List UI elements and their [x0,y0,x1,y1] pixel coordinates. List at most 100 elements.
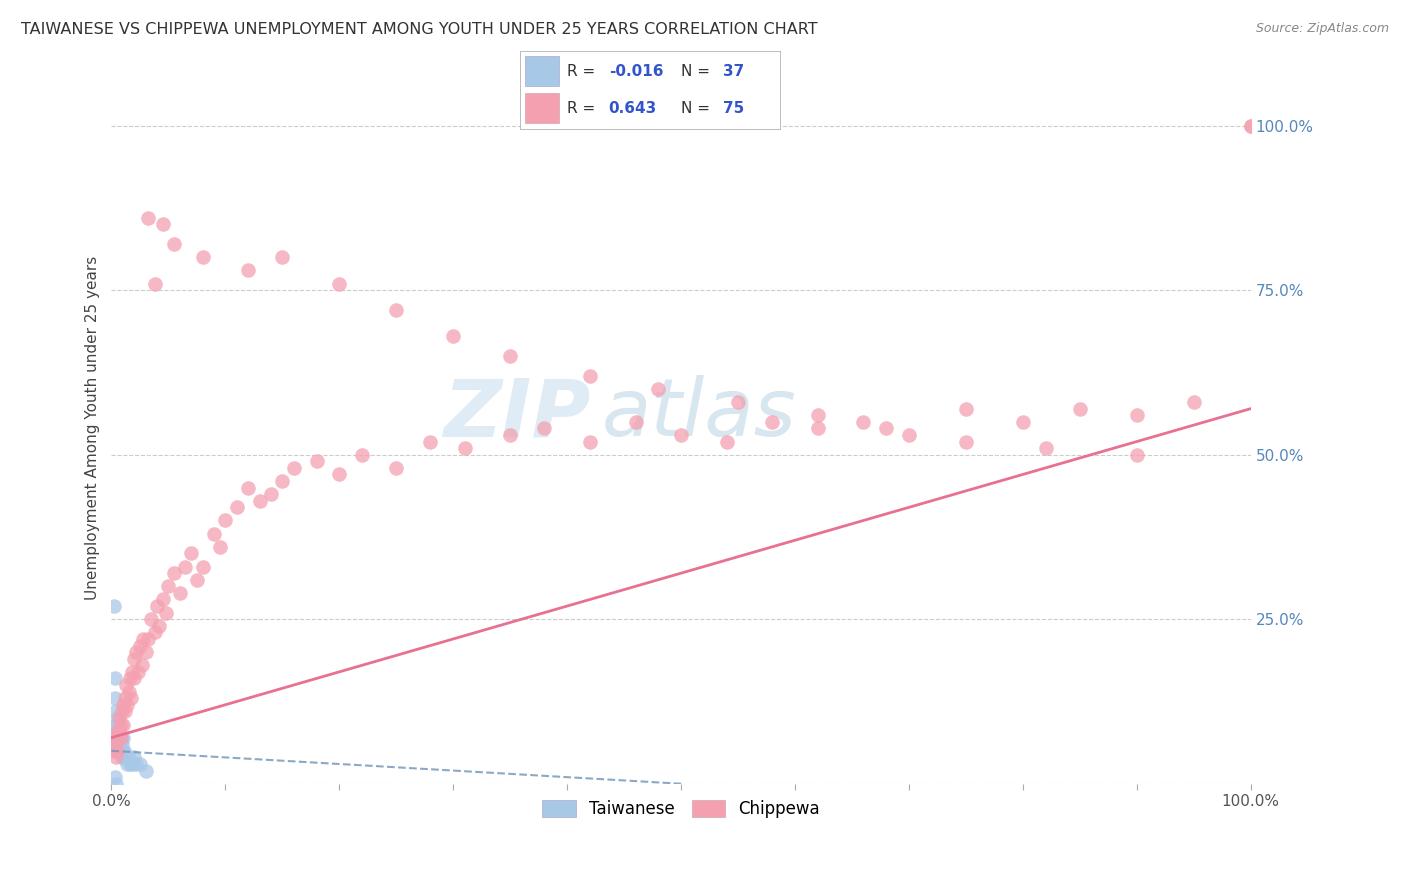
Text: TAIWANESE VS CHIPPEWA UNEMPLOYMENT AMONG YOUTH UNDER 25 YEARS CORRELATION CHART: TAIWANESE VS CHIPPEWA UNEMPLOYMENT AMONG… [21,22,818,37]
Point [104,750,127,764]
Point [1069,401,1091,416]
Point [114,750,136,764]
Point [117,684,139,698]
Point [105,731,128,745]
Point [1240,119,1263,133]
Point [122,651,145,665]
Point [191,250,214,264]
Point [107,737,129,751]
Point [108,744,131,758]
Point [103,744,125,758]
Text: N =: N = [682,101,710,116]
Point [174,559,197,574]
Point [807,408,830,422]
Point [108,737,131,751]
Point [117,756,139,771]
Point [128,756,150,771]
Point [214,514,236,528]
Point [111,698,134,712]
Point [647,382,669,396]
Point [1126,448,1149,462]
Point [110,731,132,745]
Point [111,717,134,731]
Point [104,672,127,686]
Point [125,645,148,659]
Point [107,717,129,731]
Point [283,460,305,475]
Text: atlas: atlas [602,376,796,453]
Point [328,467,350,482]
Point [305,454,328,468]
Legend: Taiwanese, Chippewa: Taiwanese, Chippewa [536,794,827,825]
Point [579,368,602,383]
Point [955,434,977,449]
Point [125,756,148,771]
Point [807,421,830,435]
Point [180,546,202,560]
Point [143,625,166,640]
Point [108,724,131,739]
Point [955,401,977,416]
Point [110,717,132,731]
Point [157,579,180,593]
Point [115,678,138,692]
Text: N =: N = [682,63,710,78]
Point [579,434,602,449]
Point [105,737,128,751]
Point [148,619,170,633]
Point [105,711,128,725]
Point [352,448,374,462]
Point [1012,415,1035,429]
Point [136,211,159,225]
Point [107,731,129,745]
Point [112,744,135,758]
Point [117,698,139,712]
Point [121,756,143,771]
Point [191,559,214,574]
Point [127,665,149,679]
Text: 75: 75 [723,101,744,116]
Point [135,645,157,659]
Point [110,731,132,745]
Point [117,750,139,764]
Bar [526,94,560,123]
Point [114,691,136,706]
Point [122,750,145,764]
Y-axis label: Unemployment Among Youth under 25 years: Unemployment Among Youth under 25 years [86,256,100,600]
Point [533,421,555,435]
Point [385,302,408,317]
Point [1035,441,1057,455]
Point [128,639,150,653]
Text: Source: ZipAtlas.com: Source: ZipAtlas.com [1256,22,1389,36]
Point [152,218,174,232]
Point [114,704,136,718]
Point [111,744,134,758]
Point [163,566,186,581]
Point [104,724,127,739]
Point [104,704,127,718]
Point [104,717,127,731]
Point [271,250,294,264]
Point [236,481,259,495]
Point [716,434,738,449]
Point [260,487,283,501]
Point [1126,408,1149,422]
Point [111,737,134,751]
Text: R =: R = [567,101,595,116]
Point [120,691,142,706]
Point [146,599,169,613]
Point [103,599,125,613]
Point [105,724,128,739]
Point [419,434,441,449]
Point [131,658,153,673]
Point [118,756,141,771]
Point [852,415,875,429]
Point [104,737,127,751]
Point [155,606,177,620]
Point [1240,119,1263,133]
Point [111,750,134,764]
Point [453,441,475,455]
Point [208,540,231,554]
Point [111,731,134,745]
Point [115,750,138,764]
